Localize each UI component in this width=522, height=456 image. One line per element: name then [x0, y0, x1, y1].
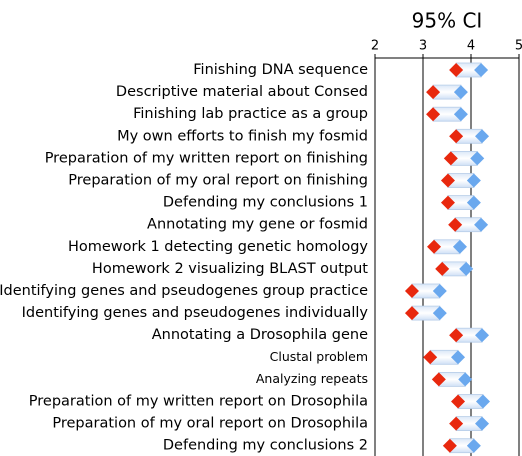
high-marker: [466, 195, 481, 210]
low-marker: [442, 438, 457, 453]
high-marker: [475, 328, 490, 343]
high-marker: [466, 438, 481, 453]
low-marker: [449, 416, 464, 431]
category-label: Finishing DNA sequence: [193, 62, 368, 78]
low-marker: [404, 284, 419, 298]
high-marker: [432, 284, 447, 298]
x-tick-label: 2: [371, 39, 379, 54]
high-marker: [459, 261, 474, 276]
category-label: Defending my conclusions 1: [163, 195, 368, 211]
low-marker: [426, 107, 441, 122]
category-label: Preparation of my written report on fini…: [45, 150, 368, 166]
category-label: Preparation of my oral report on finishi…: [68, 173, 368, 189]
chart-title: 95% CI: [412, 9, 483, 33]
category-label: Clustal problem: [270, 349, 368, 364]
category-label: Analyzing repeats: [256, 371, 368, 386]
category-label: Annotating a Drosophila gene: [152, 327, 368, 343]
low-marker: [448, 217, 463, 232]
low-marker: [435, 261, 450, 276]
high-marker: [452, 239, 467, 254]
category-label: Annotating my gene or fosmid: [147, 217, 368, 233]
high-marker: [475, 416, 490, 431]
x-tick-label: 3: [419, 39, 427, 54]
low-marker: [451, 394, 466, 409]
category-label: Homework 2 visualizing BLAST output: [92, 261, 368, 277]
high-marker: [474, 63, 489, 77]
category-label: Descriptive material about Consed: [116, 84, 368, 100]
category-label: Preparation of my oral report on Drosoph…: [52, 416, 368, 432]
high-marker: [453, 85, 468, 100]
category-label: Defending my conclusions 2: [163, 438, 368, 454]
category-label: Homework 1 detecting genetic homology: [68, 239, 368, 255]
x-tick-label: 5: [515, 39, 522, 54]
category-label: Identifying genes and pseudogenes group …: [0, 283, 368, 299]
low-marker: [431, 372, 446, 387]
high-marker: [475, 129, 490, 144]
low-marker: [426, 85, 441, 100]
low-marker: [449, 129, 464, 144]
high-marker: [453, 107, 468, 122]
high-marker: [474, 217, 489, 232]
category-label: My own efforts to finish my fosmid: [117, 128, 368, 144]
high-marker: [458, 372, 473, 387]
high-marker: [476, 394, 490, 409]
low-marker: [423, 350, 438, 365]
high-marker: [470, 151, 485, 166]
category-label: Identifying genes and pseudogenes indivi…: [22, 305, 369, 321]
category-label: Finishing lab practice as a group: [133, 106, 368, 122]
high-marker: [466, 173, 481, 188]
x-tick-label: 4: [467, 39, 475, 54]
low-marker: [427, 239, 442, 254]
low-marker: [404, 306, 419, 321]
low-marker: [443, 151, 458, 166]
low-marker: [440, 195, 455, 210]
low-marker: [449, 328, 464, 343]
category-label: Preparation of my written report on Dros…: [29, 394, 368, 410]
low-marker: [440, 173, 455, 188]
low-marker: [449, 63, 464, 77]
high-marker: [451, 350, 466, 365]
high-marker: [432, 306, 447, 321]
